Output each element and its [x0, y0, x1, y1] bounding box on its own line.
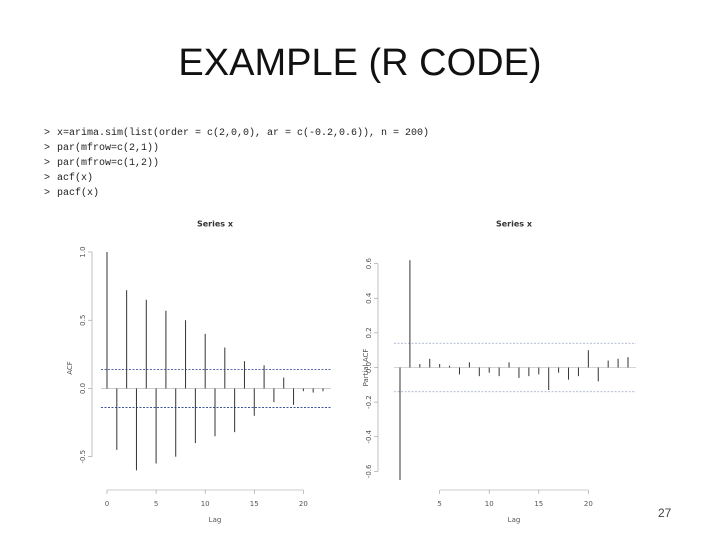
code-line: > pacf(x) [44, 188, 99, 199]
code-text: x=arima.sim(list(order = c(2,0,0), ar = … [57, 128, 430, 139]
slide-title: EXAMPLE (R CODE) [178, 42, 542, 84]
x-tick-label: 15 [534, 500, 543, 508]
chart-title: Series x [197, 220, 234, 229]
code-text: par(mfrow=c(2,1)) [57, 143, 160, 154]
prompt: > [44, 188, 51, 199]
y-tick-label: 1.0 [79, 246, 87, 257]
code-text: par(mfrow=c(1,2)) [57, 158, 160, 169]
y-axis-label: ACF [66, 361, 74, 375]
prompt: > [44, 158, 51, 169]
x-tick-label: 5 [437, 500, 441, 508]
x-tick-label: 10 [485, 500, 494, 508]
y-tick-label: -0.2 [365, 395, 373, 409]
code-line: > acf(x) [44, 173, 93, 184]
y-tick-label: -0.6 [365, 464, 373, 478]
code-text: acf(x) [57, 173, 94, 184]
chart-title: Series x [496, 220, 533, 229]
x-axis-label: Lag [508, 516, 521, 524]
prompt: > [44, 128, 51, 139]
y-tick-label: -0.4 [365, 429, 373, 443]
page-number: 27 [658, 506, 672, 520]
code-line: > x=arima.sim(list(order = c(2,0,0), ar =… [44, 128, 429, 139]
x-tick-label: 15 [250, 500, 259, 508]
y-tick-label: 0.0 [79, 383, 87, 394]
prompt: > [44, 173, 51, 184]
prompt: > [44, 143, 51, 154]
x-tick-label: 0 [105, 500, 109, 508]
x-axis-label: Lag [209, 516, 222, 524]
y-tick-label: -0.5 [79, 450, 87, 464]
x-tick-label: 20 [299, 500, 308, 508]
code-line: > par(mfrow=c(2,1)) [44, 143, 159, 154]
code-text: pacf(x) [57, 188, 100, 199]
x-tick-label: 10 [201, 500, 210, 508]
y-tick-label: 0.5 [79, 315, 87, 326]
y-tick-label: 0.6 [365, 258, 373, 270]
y-axis-label: Partial ACF [362, 349, 370, 387]
x-tick-label: 5 [154, 500, 158, 508]
y-tick-label: 0.2 [365, 327, 373, 338]
x-tick-label: 20 [584, 500, 593, 508]
y-tick-label: 0.4 [365, 292, 373, 304]
code-line: > par(mfrow=c(1,2)) [44, 158, 159, 169]
y-tick-label: 0.0 [365, 362, 373, 373]
